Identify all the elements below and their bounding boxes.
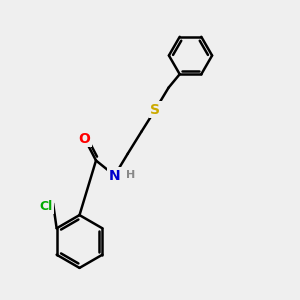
Text: N: N [109,169,120,182]
Text: H: H [126,170,135,181]
Text: O: O [79,132,91,145]
Text: Cl: Cl [40,200,53,213]
Text: S: S [150,103,161,116]
